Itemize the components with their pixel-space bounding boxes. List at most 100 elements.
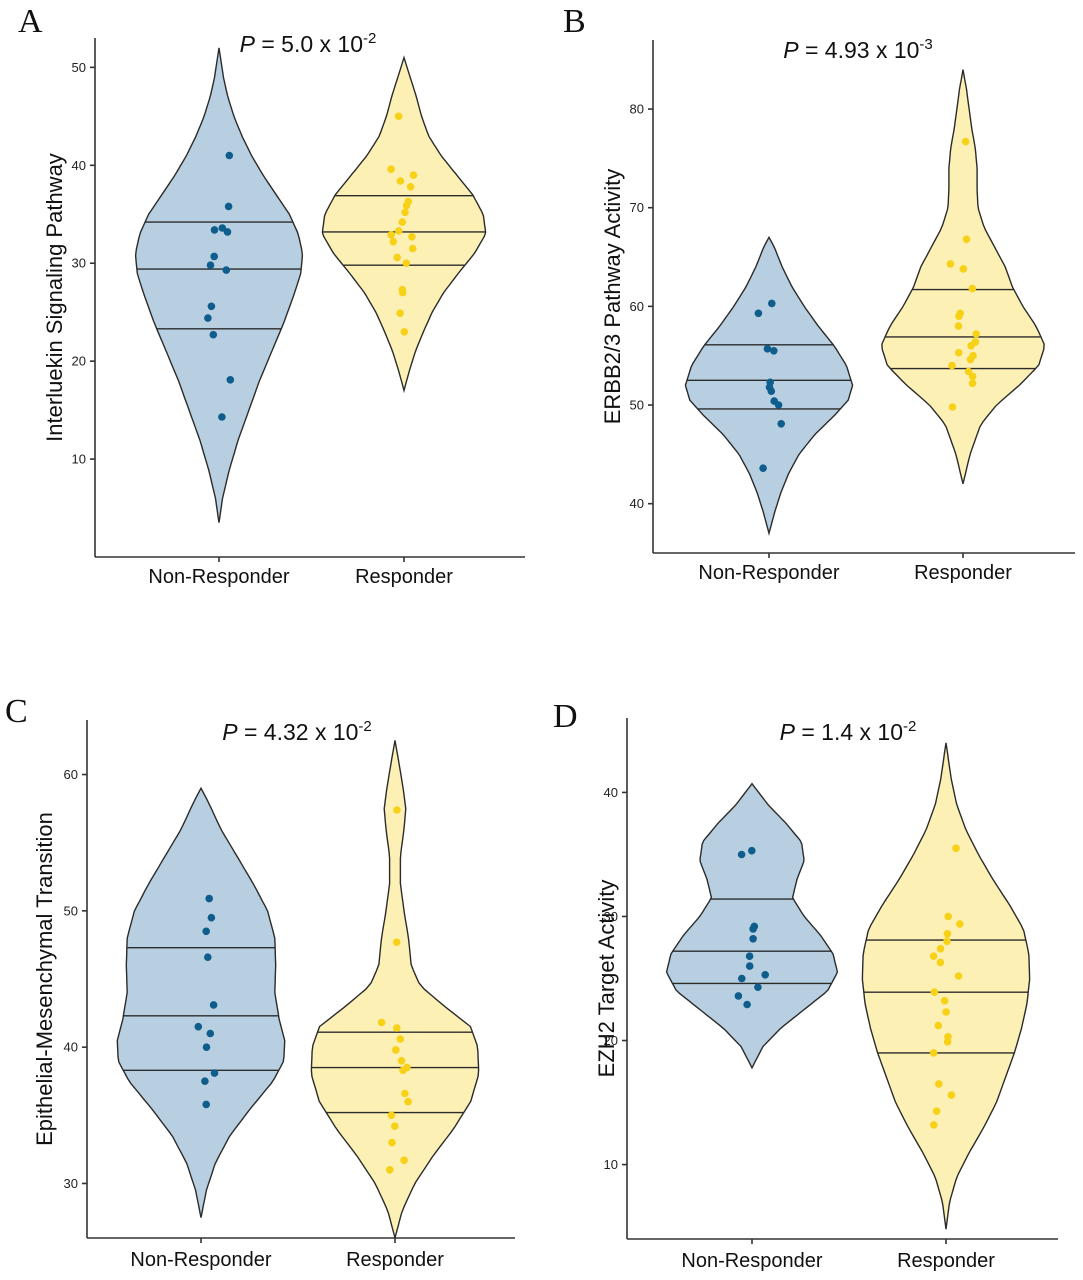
x-category-label: Non-Responder: [681, 1250, 823, 1272]
title-equation: = 5.0 x 10: [255, 31, 363, 57]
data-point: [377, 1018, 386, 1027]
data-point: [940, 997, 949, 1005]
data-point: [408, 244, 417, 253]
data-point: [956, 920, 964, 928]
data-point: [222, 266, 231, 274]
data-point: [400, 328, 409, 336]
data-point: [388, 1138, 396, 1147]
data-point: [209, 330, 218, 339]
data-point: [777, 420, 785, 428]
data-point: [202, 1043, 211, 1051]
data-point: [393, 806, 401, 814]
data-point: [207, 913, 216, 922]
data-point: [396, 309, 404, 318]
panel-letter: D: [553, 698, 578, 735]
panel-title: P = 5.0 x 10-2: [240, 30, 377, 57]
title-exponent: -2: [358, 718, 371, 735]
data-point: [930, 1121, 938, 1129]
y-axis-label: ERBB2/3 Pathway Activity: [600, 169, 625, 425]
data-point: [194, 1022, 203, 1031]
data-point: [738, 974, 746, 983]
data-point: [748, 846, 756, 855]
data-point: [392, 1046, 400, 1054]
data-point: [218, 413, 226, 421]
data-point: [205, 894, 213, 903]
data-point: [948, 361, 956, 370]
y-tick-label: 20: [72, 354, 86, 369]
data-point: [932, 1107, 941, 1115]
data-point: [406, 183, 415, 191]
data-point: [398, 285, 407, 294]
title-equation: = 1.4 x 10: [795, 719, 903, 745]
x-category-label: Responder: [914, 562, 1012, 584]
data-point: [754, 983, 762, 991]
data-point: [400, 1156, 408, 1165]
data-point: [402, 259, 411, 268]
data-point: [766, 378, 774, 387]
y-tick-label: 10: [72, 452, 86, 467]
data-point: [206, 261, 215, 270]
data-point: [972, 330, 980, 338]
data-point: [223, 228, 232, 236]
panel-letter: A: [18, 3, 43, 40]
data-point: [954, 348, 963, 357]
x-category-label: Non-Responder: [698, 562, 840, 584]
data-point: [225, 151, 234, 160]
x-category-label: Responder: [355, 566, 453, 588]
data-point: [961, 137, 970, 146]
data-point: [201, 1077, 209, 1085]
data-point: [743, 1000, 751, 1009]
data-point: [396, 177, 405, 185]
data-point: [745, 962, 754, 970]
y-tick-label: 40: [604, 785, 618, 800]
y-tick-label: 60: [64, 767, 78, 782]
title-p-symbol: P: [222, 719, 238, 745]
data-point: [734, 992, 743, 1000]
data-point: [387, 1111, 396, 1120]
data-point: [404, 197, 413, 206]
y-tick-label: 30: [64, 1176, 78, 1191]
data-point: [946, 260, 955, 268]
data-point: [936, 958, 945, 967]
panel-title: P = 4.93 x 10-3: [783, 36, 933, 63]
data-point: [408, 233, 416, 241]
data-point: [952, 844, 960, 853]
data-point: [768, 299, 776, 308]
data-point: [394, 112, 403, 121]
data-point: [759, 464, 767, 473]
data-point: [763, 345, 772, 353]
title-p-symbol: P: [783, 37, 799, 63]
title-exponent: -2: [363, 30, 376, 47]
y-tick-label: 50: [630, 398, 644, 413]
data-point: [954, 972, 963, 980]
violin-responder: [861, 742, 1031, 1230]
data-point: [770, 397, 778, 405]
data-point: [944, 1033, 952, 1041]
violin-responder: [881, 69, 1045, 485]
violin-responder: [310, 740, 480, 1239]
data-point: [207, 302, 216, 311]
data-point: [401, 208, 409, 217]
y-tick-label: 20: [604, 1033, 618, 1048]
title-exponent: -3: [919, 36, 932, 53]
data-point: [962, 235, 971, 244]
y-tick-label: 40: [630, 496, 644, 511]
x-category-label: Responder: [897, 1250, 995, 1272]
y-tick-label: 50: [72, 60, 86, 75]
data-point: [930, 988, 939, 996]
data-point: [209, 1001, 218, 1009]
y-tick-label: 50: [64, 903, 78, 918]
x-category-label: Non-Responder: [148, 566, 290, 588]
data-point: [404, 1097, 412, 1106]
data-point: [948, 403, 957, 411]
data-point: [393, 253, 402, 262]
data-point: [943, 937, 951, 946]
data-point: [745, 952, 754, 960]
data-point: [210, 226, 219, 234]
data-point: [969, 351, 977, 360]
data-point: [770, 347, 778, 355]
data-point: [754, 309, 763, 318]
x-category-label: Responder: [346, 1249, 444, 1271]
title-equation: = 4.32 x 10: [238, 719, 359, 745]
